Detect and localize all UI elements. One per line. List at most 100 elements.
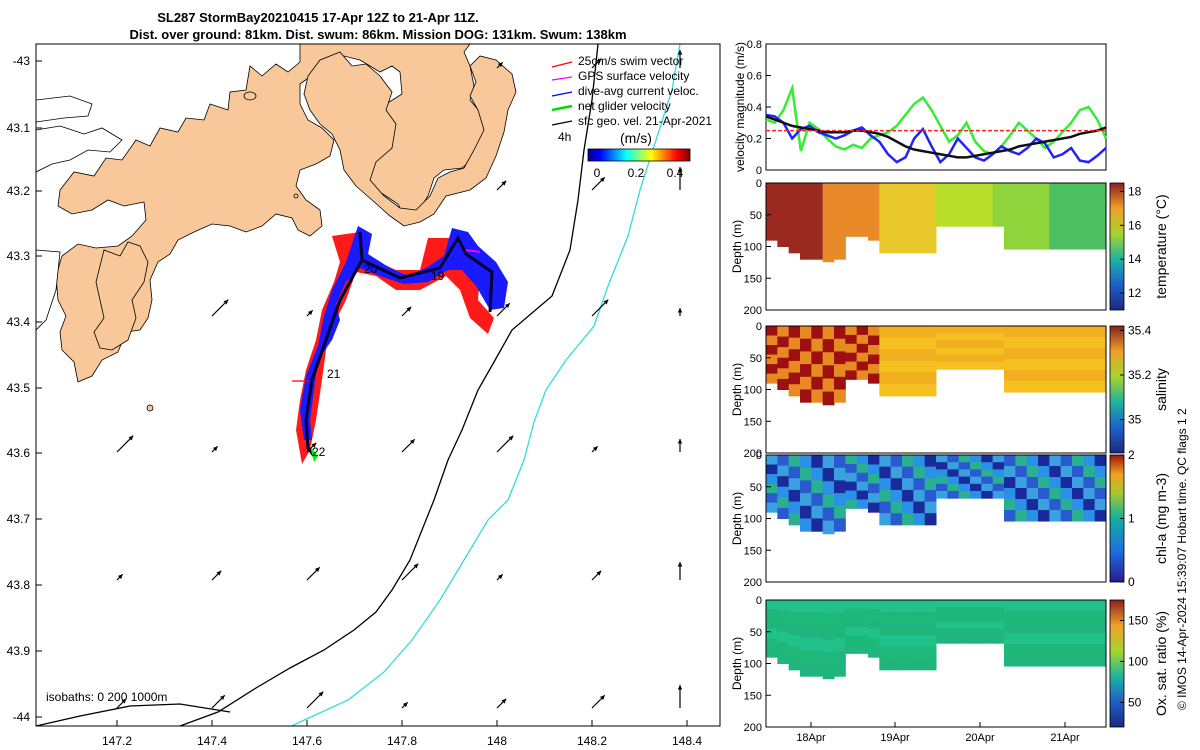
geo-velocity-arrowhead — [501, 698, 507, 704]
heatmap-cell — [1004, 611, 1016, 623]
heatmap-cell — [936, 607, 948, 615]
heatmap-cell — [924, 349, 937, 362]
heatmap-cell — [1015, 227, 1028, 239]
heatmap-cell — [1038, 477, 1050, 489]
heatmap-panel: 0 50 100 150 200 Depth (m) 2 1 0 chl-a (mg m-3) — [730, 448, 1169, 589]
heatmap-cell — [1015, 216, 1028, 228]
heatmap-cell — [834, 195, 846, 209]
velocity-ylabel: velocity magnitude (m/s) — [733, 42, 747, 172]
heatmap-cell — [1026, 227, 1039, 239]
legend-gps-swatch — [551, 76, 573, 81]
heatmap-cell — [981, 462, 994, 470]
map-lat-tick-label: -43 — [13, 54, 31, 68]
heatmap-cell — [822, 222, 835, 236]
heatmap-cell — [1094, 600, 1107, 612]
heatmap-cell — [879, 623, 892, 636]
heatmap-cell — [834, 467, 846, 481]
heatmap-cell — [811, 351, 824, 365]
heatmap-cell — [1083, 359, 1096, 371]
heatmap-cell — [1026, 477, 1039, 489]
heatmap-cell — [1083, 466, 1096, 478]
heatmap-cell — [856, 455, 869, 465]
heatmap-cell — [1049, 611, 1062, 623]
heatmap-cell — [845, 499, 858, 509]
heatmap-cell — [981, 614, 994, 623]
heatmap-cell — [1026, 633, 1039, 645]
heatmap-cell — [800, 246, 812, 260]
land-south — [93, 241, 149, 351]
heatmap-cell — [890, 658, 903, 671]
heatmap-cell — [1094, 359, 1107, 371]
heatmap-ytick-label: 150 — [744, 273, 762, 285]
heatmap-cell — [788, 658, 801, 671]
heatmap-cell — [1049, 622, 1062, 634]
legend-swim-label: 25cm/s swim vector — [578, 54, 683, 68]
heatmap-cell — [1026, 205, 1039, 217]
heatmap-cell — [936, 183, 948, 191]
heatmap-cell — [822, 613, 835, 627]
heatmap-cell — [766, 502, 778, 513]
map-lon-tick-label: 148.4 — [672, 734, 702, 748]
heatmap-cell — [947, 490, 960, 499]
heatmap-cell — [766, 354, 778, 365]
heatmap-cell — [879, 489, 892, 503]
geo-velocity-arrowhead — [497, 62, 503, 68]
heatmap-cell — [1060, 655, 1073, 667]
heatmap-cell — [936, 340, 948, 349]
heatmap-cell — [1072, 510, 1084, 522]
heatmap-cell — [766, 364, 778, 375]
heatmap-cell — [1049, 337, 1062, 349]
heatmap-cell — [1026, 466, 1039, 478]
heatmap-cell — [879, 646, 892, 659]
heatmap-cell — [970, 455, 982, 463]
heatmap-cell — [822, 639, 835, 653]
heatmap-cell — [1072, 633, 1084, 645]
heatmap-cell — [1094, 655, 1107, 667]
heatmap-ylabel: Depth (m) — [730, 492, 744, 545]
heatmap-cell — [879, 478, 892, 491]
heatmap-cell — [947, 361, 960, 370]
heatmap-cell — [879, 360, 892, 374]
heatmap-cell — [1083, 238, 1096, 250]
heatmap-cell — [1049, 488, 1062, 500]
heatmap-cell — [788, 217, 801, 231]
heatmap-cell — [970, 476, 982, 485]
heatmap-cell — [936, 326, 948, 334]
heatmap-cell — [834, 351, 846, 365]
heatmap-cell — [777, 600, 790, 612]
heatmap-cell — [1049, 326, 1062, 338]
heatmap-cell — [1072, 337, 1084, 349]
heatmap-cell — [913, 326, 926, 339]
heatmap-cell — [868, 647, 880, 658]
heatmap-cell — [811, 246, 824, 260]
heatmap-cell — [970, 190, 982, 198]
heatmap-cell — [1004, 238, 1016, 250]
heatmap-cell — [1072, 348, 1084, 360]
heatmap-cell — [992, 183, 1005, 191]
heatmap-cell — [924, 611, 937, 624]
geo-velocity-arrowhead — [311, 442, 317, 448]
heatmap-cell — [1004, 205, 1016, 217]
heatmap-cell — [1004, 326, 1016, 338]
heatmap-cell — [947, 635, 960, 644]
heatmap-cell — [1026, 359, 1039, 371]
heatmap-cell — [800, 183, 812, 197]
heatmap-cell — [1026, 611, 1039, 623]
colorbar-tick-label: 100 — [1128, 654, 1148, 668]
map-lat-tick-label: 43.1 — [7, 121, 31, 135]
heatmap-cell — [1072, 622, 1084, 634]
legend-dive-label: dive-avg current veloc. — [578, 84, 699, 98]
colorbar-tick-label: 14 — [1128, 252, 1142, 266]
time-xtick-label: 20Apr — [965, 732, 995, 744]
heatmap-cell — [1060, 633, 1073, 645]
heatmap-cell — [981, 635, 994, 644]
legend-net-label: net glider velocity — [578, 99, 671, 113]
heatmap-cell — [970, 211, 982, 220]
heatmap-ylabel: Depth (m) — [730, 220, 744, 273]
heatmap-cell — [822, 209, 835, 223]
heatmap-cell — [1083, 326, 1096, 338]
geo-velocity-arrowhead — [117, 574, 123, 580]
heatmap-cell — [947, 347, 960, 356]
heatmap-cell — [1094, 644, 1107, 656]
heatmap-cell — [970, 340, 982, 349]
